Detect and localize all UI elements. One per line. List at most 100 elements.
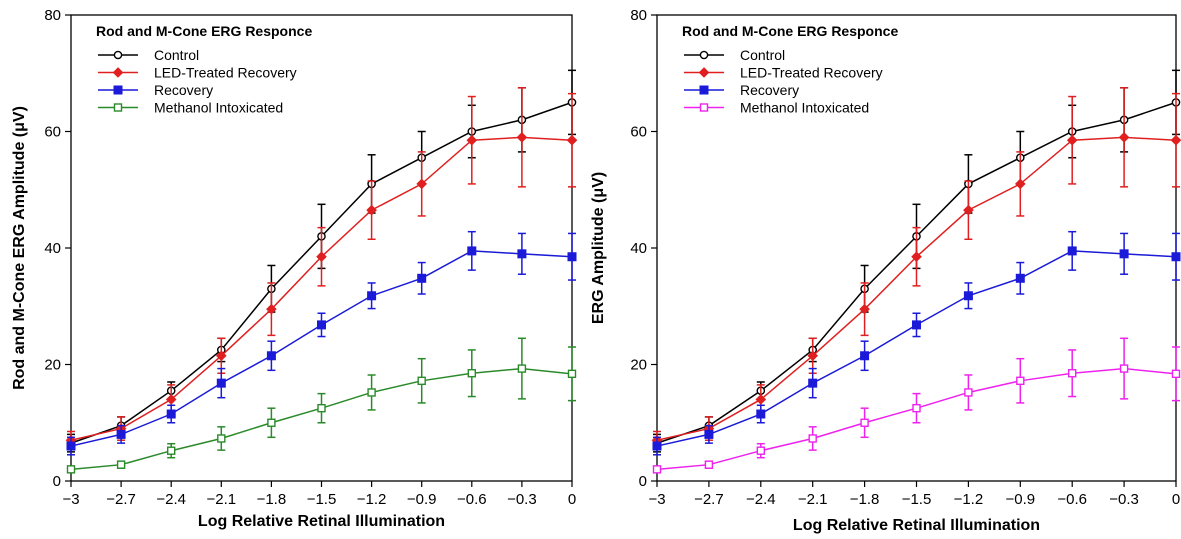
data-point — [1119, 364, 1129, 373]
y-tick-label: 60 — [630, 124, 647, 141]
data-point — [66, 465, 76, 474]
x-tick-label: −0.3 — [1109, 491, 1139, 508]
data-point — [1014, 178, 1026, 190]
y-tick-label: 40 — [44, 240, 61, 257]
data-point — [912, 320, 921, 330]
chart-title: Rod and M-Cone ERG Responce — [682, 23, 898, 39]
data-point — [416, 178, 428, 190]
y-axis-title: Rod and M-Cone ERG Amplitude (μV) — [11, 106, 28, 390]
data-point — [860, 418, 869, 427]
x-tick-label: −0.6 — [457, 491, 487, 508]
data-point — [367, 388, 376, 397]
series-recovery — [66, 230, 577, 456]
data-point — [417, 376, 426, 386]
data-point — [517, 249, 527, 259]
data-point — [215, 350, 227, 362]
data-point — [1015, 273, 1025, 283]
x-tick-label: −0.3 — [507, 491, 537, 508]
x-tick-label: −1.8 — [257, 491, 287, 508]
y-tick-label: 40 — [630, 240, 647, 257]
x-tick-label: −0.6 — [1057, 491, 1087, 508]
data-point — [266, 303, 277, 315]
x-tick-label: −2.4 — [746, 491, 776, 508]
data-point — [1016, 376, 1025, 386]
data-point — [1171, 252, 1181, 262]
legend-label: Control — [740, 47, 785, 63]
x-tick-label: −2.7 — [694, 491, 724, 508]
y-tick-label: 60 — [44, 124, 61, 141]
legend-label: Methanol Intoxicated — [154, 100, 283, 116]
data-point — [165, 394, 177, 405]
legend-marker — [113, 85, 123, 95]
data-point — [1066, 134, 1078, 146]
data-point — [1067, 246, 1077, 256]
chart-title: Rod and M-Cone ERG Responce — [96, 23, 312, 39]
data-point — [911, 251, 922, 263]
series-methanol-intoxicated — [652, 337, 1181, 474]
x-tick-label: 0 — [568, 491, 576, 508]
data-point — [704, 460, 714, 469]
legend-marker — [698, 67, 710, 78]
data-point — [467, 369, 476, 378]
x-tick-label: −1.5 — [307, 491, 337, 508]
data-point — [964, 388, 973, 397]
data-point — [266, 351, 276, 361]
data-point — [367, 291, 377, 301]
data-point — [116, 460, 126, 469]
legend-marker — [699, 103, 709, 112]
data-point — [652, 465, 662, 474]
y-tick-label: 20 — [44, 357, 61, 374]
data-point — [1170, 134, 1181, 146]
data-point — [567, 369, 577, 379]
data-point — [166, 446, 176, 455]
series-methanol-intoxicated — [66, 337, 577, 474]
series-led-treated-recovery — [651, 87, 1181, 450]
legend-marker — [113, 50, 123, 60]
data-point — [652, 441, 662, 451]
data-point — [566, 134, 578, 146]
data-point — [963, 204, 974, 216]
x-tick-label: −1.5 — [902, 491, 932, 508]
data-point — [912, 403, 921, 413]
data-point — [808, 378, 818, 388]
data-point — [116, 429, 126, 439]
data-point — [755, 394, 767, 405]
x-tick-label: −3 — [62, 491, 79, 508]
data-point — [756, 409, 766, 419]
x-tick-label: −2.7 — [106, 491, 136, 508]
data-point — [807, 350, 819, 362]
legend-marker — [699, 50, 709, 60]
x-tick-label: −0.9 — [1005, 491, 1035, 508]
data-point — [317, 320, 326, 330]
data-point — [1118, 132, 1130, 143]
legend-label: LED-Treated Recovery — [740, 65, 883, 81]
x-tick-label: −1.8 — [850, 491, 880, 508]
data-point — [216, 378, 226, 388]
legend-marker — [699, 85, 709, 95]
y-tick-label: 0 — [639, 473, 647, 490]
data-point — [808, 434, 817, 443]
x-tick-label: −2.1 — [206, 491, 236, 508]
data-point — [859, 303, 870, 315]
data-point — [567, 252, 577, 262]
chart-left: −3 −2.7 −2.4 −2.1 −1.8 −1.5 −1.2 −0.9 −0.6 −0.3 0 0… — [11, 7, 578, 530]
data-point — [217, 434, 226, 443]
legend-marker — [113, 103, 123, 112]
x-tick-label: 0 — [1172, 491, 1180, 508]
data-point — [316, 251, 327, 263]
x-axis-title: Log Relative Retinal Illumination — [793, 517, 1040, 534]
y-tick-label: 0 — [53, 473, 61, 490]
y-tick-label: 80 — [44, 7, 61, 24]
data-point — [317, 403, 326, 413]
legend-label: Recovery — [154, 82, 213, 98]
legend-label: Control — [154, 47, 199, 63]
x-axis-title: Log Relative Retinal Illumination — [198, 513, 445, 530]
data-point — [704, 429, 714, 439]
data-point — [860, 351, 870, 361]
legend-marker — [112, 67, 124, 78]
series-recovery — [652, 230, 1181, 456]
data-point — [1119, 249, 1129, 259]
legend-label: Recovery — [740, 82, 799, 98]
x-tick-label: −1.2 — [954, 491, 984, 508]
